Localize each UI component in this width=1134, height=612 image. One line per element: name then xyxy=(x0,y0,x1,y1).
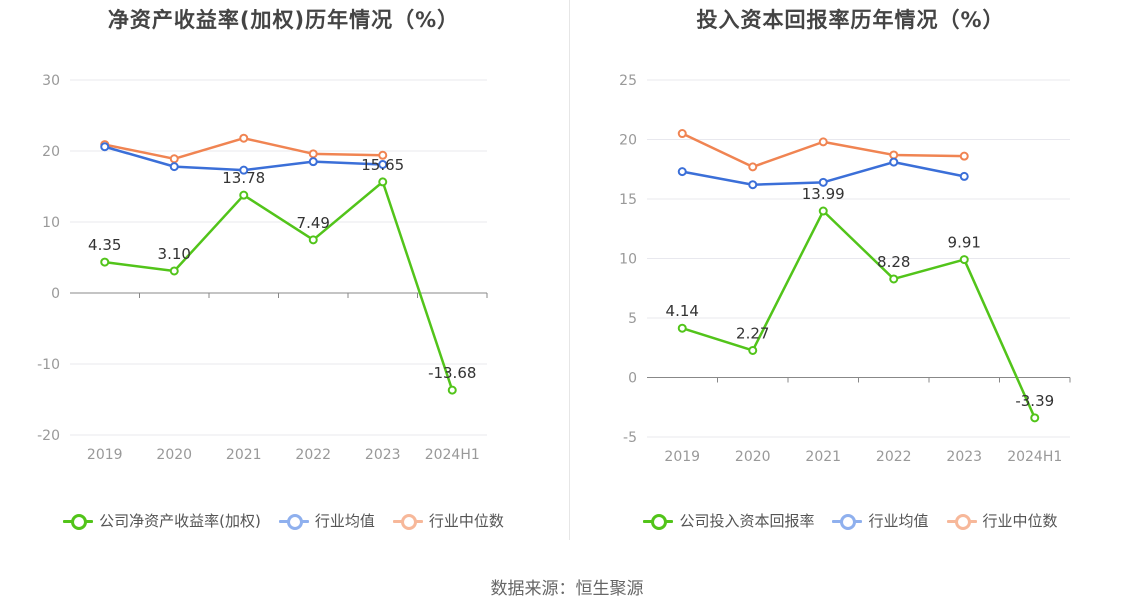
roe-data-label: 4.35 xyxy=(88,236,121,254)
roic-series-point-2 xyxy=(959,151,969,161)
roe-x-tick-label: 2024H1 xyxy=(425,447,480,463)
roic-series-point-1 xyxy=(748,180,758,190)
roe-series-line-0 xyxy=(104,180,454,391)
roic-chart-legend: 公司投入资本回报率 行业均值 行业中位数 xyxy=(567,510,1134,531)
roe-series-point-2 xyxy=(169,154,179,164)
roe-y-tick-label: 0 xyxy=(51,286,60,302)
legend-line-marker-icon xyxy=(392,511,423,531)
roe-series-point-0 xyxy=(169,266,179,276)
roic-y-tick-label: -5 xyxy=(623,430,637,446)
roe-legend-label: 公司净资产收益率(加权) xyxy=(99,512,261,530)
roic-y-tick-label: 0 xyxy=(628,371,637,387)
roe-series-point-1 xyxy=(100,142,110,152)
roic-y-tick-label: 25 xyxy=(619,73,637,89)
legend-line-marker-icon xyxy=(946,511,977,531)
roic-y-tick-label: 15 xyxy=(619,192,637,208)
roic-y-tick-label: 5 xyxy=(628,311,637,327)
roe-data-label: 13.78 xyxy=(222,169,265,187)
data-source: 数据来源：恒生聚源 xyxy=(490,579,644,599)
roe-y-tick-label: 30 xyxy=(42,73,60,89)
roic-series-point-2 xyxy=(818,137,828,147)
roe-data-label: 7.49 xyxy=(297,214,330,232)
roic-series-point-0 xyxy=(677,323,687,333)
roe-legend-item-2[interactable]: 行业中位数 xyxy=(392,510,504,531)
roic-series-line-0 xyxy=(681,209,1036,419)
roe-x-tick-label: 2020 xyxy=(156,447,192,463)
roic-legend-item-2[interactable]: 行业中位数 xyxy=(946,510,1058,531)
roic-x-tick-label: 2022 xyxy=(876,449,912,465)
roic-x-tick-label: 2024H1 xyxy=(1007,449,1062,465)
roe-y-tick-label: 10 xyxy=(42,215,60,231)
roe-legend-item-1[interactable]: 行业均值 xyxy=(278,510,375,531)
roe-legend-item-0[interactable]: 公司净资产收益率(加权) xyxy=(63,510,261,531)
roe-x-tick-label: 2019 xyxy=(87,447,123,463)
roic-data-label: 2.27 xyxy=(736,324,769,342)
roic-data-label: -3.39 xyxy=(1015,392,1054,410)
roic-legend-label: 行业中位数 xyxy=(982,512,1058,530)
roic-data-label: 9.91 xyxy=(948,234,981,252)
roic-series-point-2 xyxy=(889,150,899,160)
roe-series-point-0 xyxy=(378,177,388,187)
roic-series-point-0 xyxy=(1030,413,1040,423)
roic-series-point-1 xyxy=(889,157,899,167)
roe-series-point-1 xyxy=(239,165,249,175)
roe-chart-legend: 公司净资产收益率(加权) 行业均值 行业中位数 xyxy=(0,510,567,531)
roic-data-label: 4.14 xyxy=(666,302,699,320)
roic-series-point-2 xyxy=(677,129,687,139)
roic-chart-panel: 投入资本回报率历年情况（%） -5 0 5 10 15 20 25 2019 2020 2021 2… xyxy=(567,0,1134,560)
roe-legend-label: 行业均值 xyxy=(314,512,375,530)
roic-legend-item-1[interactable]: 行业均值 xyxy=(832,510,929,531)
roic-data-label: 8.28 xyxy=(877,253,910,271)
legend-line-marker-icon xyxy=(63,511,94,531)
legend-line-marker-icon xyxy=(278,511,309,531)
roe-series-point-1 xyxy=(308,157,318,167)
roe-chart-panel: 净资产收益率(加权)历年情况（%） -20 -10 0 10 20 30 2019 2020 2… xyxy=(0,0,567,560)
roe-x-tick-label: 2021 xyxy=(226,447,262,463)
roic-series-point-0 xyxy=(959,255,969,265)
roe-series-point-1 xyxy=(378,159,388,169)
roic-y-tick-label: 20 xyxy=(619,133,637,149)
roic-chart-title: 投入资本回报率历年情况（%） xyxy=(696,8,1005,32)
roic-series-point-0 xyxy=(818,206,828,216)
legend-line-marker-icon xyxy=(832,511,863,531)
roic-series-point-0 xyxy=(748,345,758,355)
roic-series-point-0 xyxy=(889,274,899,284)
roe-series-point-0 xyxy=(308,235,318,245)
roe-series-point-2 xyxy=(378,150,388,160)
roe-x-tick-label: 2023 xyxy=(365,447,401,463)
roic-series-point-1 xyxy=(959,171,969,181)
roic-x-tick-label: 2021 xyxy=(805,449,841,465)
legend-line-marker-icon xyxy=(643,511,674,531)
roic-y-tick-label: 10 xyxy=(619,252,637,268)
roe-series-point-0 xyxy=(447,385,457,395)
roe-data-label: 3.10 xyxy=(158,245,191,263)
roic-legend-item-0[interactable]: 公司投入资本回报率 xyxy=(643,510,814,531)
roic-x-tick-label: 2019 xyxy=(664,449,700,465)
roe-legend-label: 行业中位数 xyxy=(428,512,504,530)
roic-data-label: 13.99 xyxy=(802,185,845,203)
roic-x-tick-label: 2020 xyxy=(735,449,771,465)
roe-y-tick-label: -20 xyxy=(37,428,60,444)
roic-x-tick-label: 2023 xyxy=(946,449,982,465)
roe-series-point-1 xyxy=(169,162,179,172)
panel-divider xyxy=(569,0,570,540)
roe-series-point-2 xyxy=(308,149,318,159)
roic-series-point-1 xyxy=(818,177,828,187)
roe-series-point-2 xyxy=(239,133,249,143)
roic-series-point-2 xyxy=(748,162,758,172)
roe-x-tick-label: 2022 xyxy=(295,447,331,463)
roe-chart-title: 净资产收益率(加权)历年情况（%） xyxy=(107,8,460,32)
roe-chart: -20 -10 0 10 20 30 2019 2020 2021 2022 2023 2024H1 4… xyxy=(37,73,488,463)
roic-legend-label: 公司投入资本回报率 xyxy=(679,512,815,530)
roic-legend-label: 行业均值 xyxy=(868,512,929,530)
roe-data-label: -13.68 xyxy=(428,364,476,382)
roic-series-point-1 xyxy=(677,167,687,177)
roe-data-label: 15.65 xyxy=(361,156,404,174)
roe-series-point-0 xyxy=(100,257,110,267)
roe-y-tick-label: 20 xyxy=(42,144,60,160)
roe-y-tick-label: -10 xyxy=(37,357,60,373)
roe-series-point-0 xyxy=(239,190,249,200)
roic-chart: -5 0 5 10 15 20 25 2019 2020 2021 2022 2023 2024H1 4.… xyxy=(619,73,1071,465)
